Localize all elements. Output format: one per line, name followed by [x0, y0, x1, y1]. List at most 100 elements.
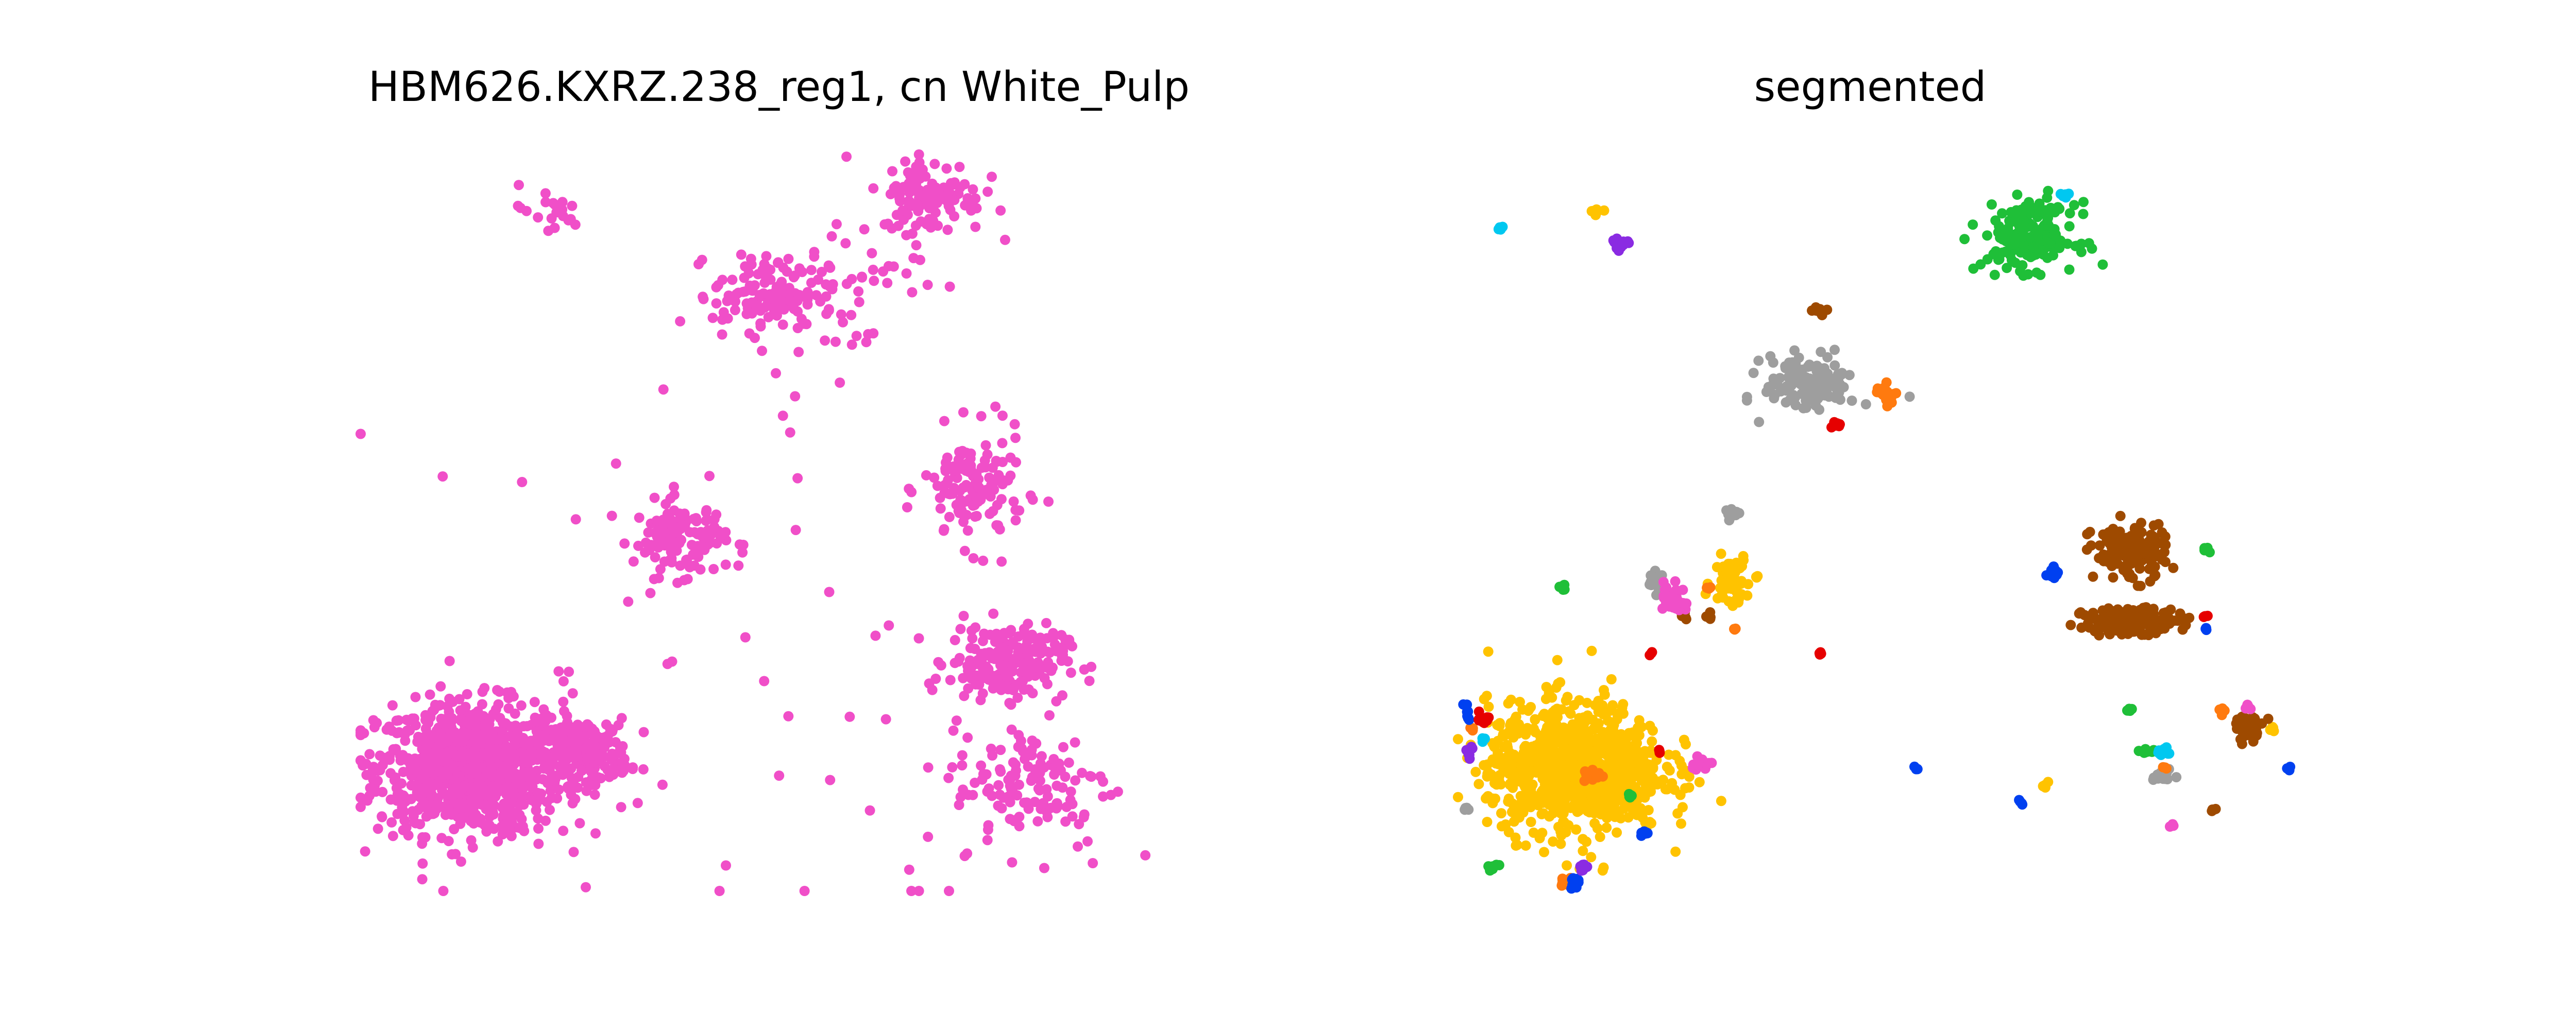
data-point	[785, 427, 795, 438]
data-point	[1904, 391, 1915, 402]
data-point	[440, 757, 451, 767]
data-point	[1511, 711, 1521, 722]
data-point	[2179, 613, 2190, 624]
data-point	[548, 198, 558, 209]
data-point	[745, 253, 756, 264]
data-point	[1738, 555, 1749, 565]
data-point	[640, 537, 651, 548]
data-point	[1691, 759, 1701, 769]
data-point	[1636, 828, 1647, 838]
data-point	[1014, 779, 1024, 790]
data-point	[982, 186, 993, 197]
data-point	[2115, 510, 2126, 521]
data-point	[1557, 874, 1568, 885]
data-point	[1817, 310, 1827, 320]
data-point	[1481, 793, 1492, 804]
data-point	[1601, 811, 1612, 821]
data-point	[859, 224, 870, 235]
data-point	[2031, 230, 2042, 241]
data-point	[537, 730, 548, 741]
data-point	[1493, 752, 1503, 762]
data-point	[944, 511, 955, 522]
data-point	[1558, 816, 1569, 827]
data-point	[957, 750, 968, 761]
data-point	[734, 539, 745, 550]
data-point	[1600, 789, 1611, 800]
data-point	[1473, 779, 1484, 789]
data-point	[1515, 791, 1526, 801]
data-point	[484, 714, 495, 725]
data-point	[825, 775, 836, 785]
data-point	[727, 274, 738, 285]
data-point	[2240, 718, 2250, 729]
data-point	[599, 741, 609, 751]
data-point	[972, 492, 982, 503]
data-point	[993, 520, 1004, 531]
data-point	[1565, 708, 1576, 719]
data-point	[649, 574, 659, 585]
data-point	[907, 228, 918, 239]
data-point	[2124, 569, 2135, 579]
data-point	[1483, 646, 1494, 657]
data-point	[1006, 724, 1017, 735]
data-point	[1557, 730, 1568, 741]
data-point	[707, 313, 718, 323]
data-point	[517, 747, 528, 758]
data-point	[944, 886, 954, 896]
data-point	[1997, 208, 2007, 219]
data-point	[674, 538, 685, 548]
data-point	[721, 860, 731, 871]
data-point	[567, 798, 578, 809]
data-point	[1968, 263, 1979, 274]
data-point	[638, 727, 649, 737]
data-point	[989, 477, 999, 487]
data-point	[2151, 615, 2162, 626]
data-point	[1057, 650, 1067, 661]
data-point	[923, 762, 934, 773]
data-point	[572, 782, 583, 793]
data-point	[549, 775, 560, 786]
data-point	[1035, 758, 1046, 769]
data-point	[398, 766, 409, 777]
data-point	[408, 811, 419, 821]
data-point	[1466, 742, 1477, 752]
data-point	[1772, 380, 1783, 390]
data-point	[580, 743, 591, 753]
data-point	[1658, 577, 1669, 588]
data-point	[1011, 457, 1021, 468]
data-point	[2267, 722, 2278, 732]
data-point	[941, 457, 951, 468]
data-point	[1034, 785, 1045, 796]
data-point	[444, 728, 454, 739]
data-point	[566, 789, 577, 800]
data-point	[1833, 380, 1843, 390]
data-point	[976, 411, 987, 422]
data-point	[987, 171, 997, 182]
data-point	[2028, 221, 2039, 231]
data-point	[954, 162, 965, 173]
data-point	[1473, 714, 1484, 725]
data-point	[2263, 713, 2274, 724]
data-point	[2104, 527, 2114, 538]
data-point	[904, 484, 914, 494]
data-point	[978, 768, 989, 779]
data-point	[737, 547, 748, 558]
data-point	[1743, 579, 1754, 590]
data-point	[675, 316, 686, 327]
data-point	[1814, 648, 1825, 659]
data-point	[1095, 771, 1106, 782]
data-point	[2160, 762, 2171, 773]
data-point	[1010, 814, 1021, 825]
data-point	[1813, 373, 1824, 384]
data-point	[437, 471, 448, 482]
data-point	[1060, 816, 1071, 827]
data-point	[1006, 699, 1016, 710]
data-point	[880, 714, 891, 725]
data-point	[907, 287, 918, 298]
data-point	[962, 732, 973, 743]
data-point	[1989, 269, 2000, 280]
data-point	[1039, 673, 1050, 683]
data-point	[2005, 217, 2015, 228]
data-point	[2082, 618, 2093, 629]
data-point	[375, 750, 385, 761]
